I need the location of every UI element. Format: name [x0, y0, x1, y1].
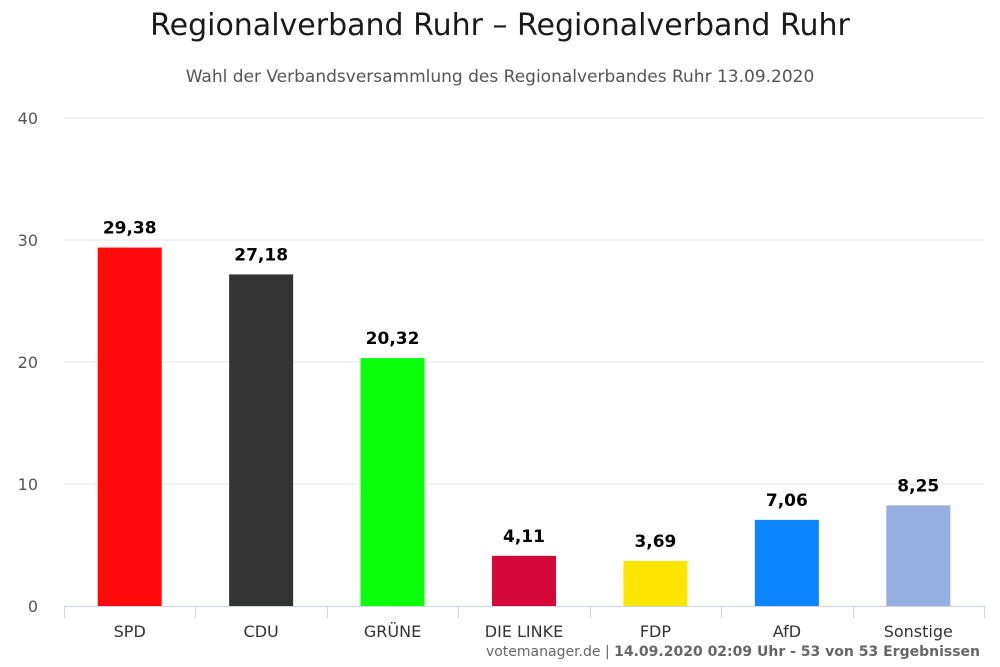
data-label: 7,06 [766, 491, 808, 511]
credit-detail: 14.09.2020 02:09 Uhr - 53 von 53 Ergebni… [614, 644, 980, 660]
value-labels: 29,38 27,18 20,32 4,11 3,69 7,06 8,25 [103, 219, 939, 552]
bar [492, 555, 556, 606]
x-tick-label: AfD [773, 622, 801, 641]
y-tick-label: 0 [28, 597, 38, 616]
x-tick-label: Sonstige [884, 622, 953, 641]
data-label: 20,32 [366, 329, 420, 349]
data-label: 3,69 [634, 532, 676, 552]
bar [623, 560, 688, 606]
x-tick-label: DIE LINKE [485, 622, 563, 641]
y-tick-label: 10 [18, 475, 38, 494]
chart-subtitle: Wahl der Verbandsversammlung des Regiona… [185, 67, 815, 87]
bar [886, 505, 951, 606]
grid-lines [64, 117, 984, 485]
y-tick-label: 40 [18, 109, 38, 128]
credit-separator: | [600, 644, 615, 660]
x-tick-label: FDP [640, 622, 672, 641]
bars [97, 247, 951, 606]
chart-title: Regionalverband Ruhr – Regionalverband R… [150, 8, 850, 43]
x-tick-label: GRÜNE [364, 622, 421, 641]
bar [754, 519, 819, 606]
data-label: 4,11 [503, 527, 545, 547]
credit-source[interactable]: votemanager.de [485, 644, 601, 660]
y-axis-ticks: 0 10 20 30 40 [18, 109, 38, 616]
source-credit: votemanager.de | 14.09.2020 02:09 Uhr - … [486, 644, 980, 660]
data-label: 29,38 [103, 219, 157, 239]
bar [97, 247, 162, 606]
y-tick-label: 20 [18, 353, 38, 372]
x-tick-label: SPD [114, 622, 146, 641]
x-axis: SPD CDU GRÜNE DIE LINKE FDP AfD Sonstige [64, 606, 985, 641]
bar [360, 358, 425, 606]
data-label: 27,18 [234, 245, 288, 265]
x-tick-label: CDU [244, 622, 279, 641]
bar [229, 274, 294, 606]
y-tick-label: 30 [18, 231, 38, 250]
data-label: 8,25 [897, 476, 939, 496]
